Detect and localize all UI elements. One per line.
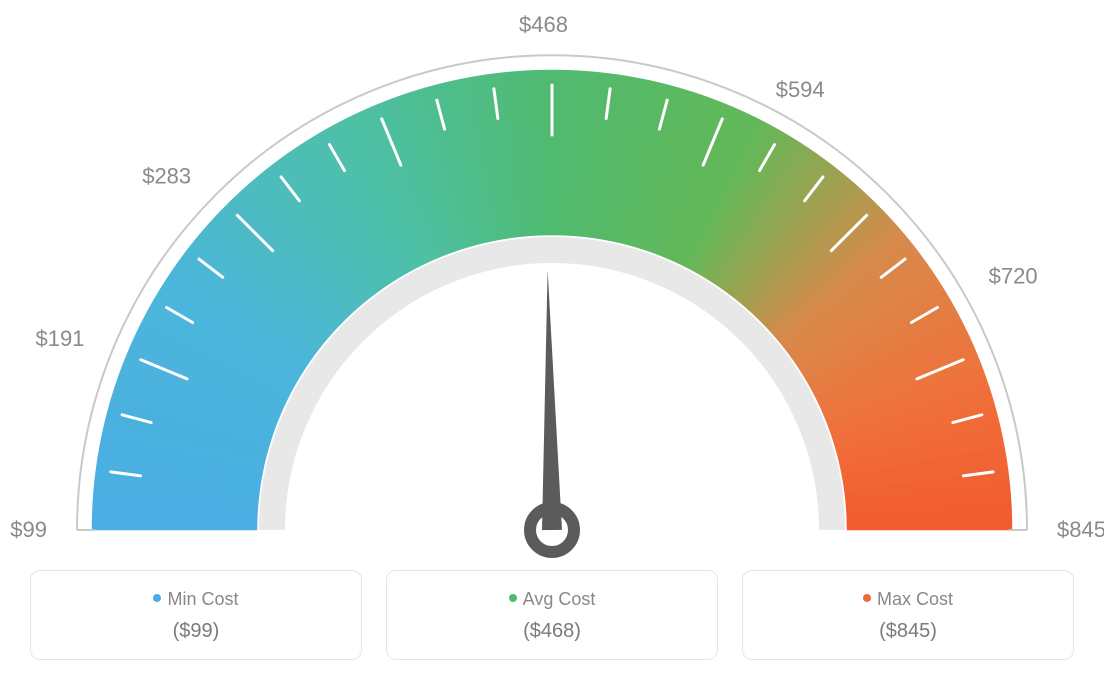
gauge-tick-label: $594 bbox=[776, 77, 825, 102]
legend-value-avg: ($468) bbox=[397, 620, 707, 643]
legend-title-min: Min Cost bbox=[41, 589, 351, 610]
legend-row: Min Cost ($99) Avg Cost ($468) Max Cost … bbox=[0, 570, 1104, 660]
legend-dot-avg bbox=[509, 594, 517, 602]
gauge-tick-label: $845 bbox=[1057, 517, 1104, 542]
legend-label-max: Max Cost bbox=[877, 589, 953, 609]
gauge-needle bbox=[542, 270, 562, 530]
gauge-tick-label: $99 bbox=[10, 517, 47, 542]
gauge-tick-label: $720 bbox=[989, 263, 1038, 288]
legend-dot-min bbox=[153, 594, 161, 602]
gauge-area: $99 $191 $283 $468 $594 $720 $845 bbox=[0, 0, 1104, 560]
cost-gauge-widget: $99 $191 $283 $468 $594 $720 $845 Min Cost ($9… bbox=[0, 0, 1104, 690]
gauge-tick-label: $283 bbox=[142, 164, 191, 189]
legend-dot-max bbox=[863, 594, 871, 602]
gauge-tick-label: $468 bbox=[519, 12, 568, 37]
legend-label-min: Min Cost bbox=[167, 589, 238, 609]
legend-card-avg: Avg Cost ($468) bbox=[386, 570, 718, 660]
gauge-svg: $99 $191 $283 $468 $594 $720 $845 bbox=[0, 0, 1104, 560]
legend-label-avg: Avg Cost bbox=[523, 589, 596, 609]
legend-value-max: ($845) bbox=[753, 620, 1063, 643]
gauge-tick-label: $191 bbox=[35, 326, 84, 351]
legend-title-max: Max Cost bbox=[753, 589, 1063, 610]
legend-value-min: ($99) bbox=[41, 620, 351, 643]
legend-card-min: Min Cost ($99) bbox=[30, 570, 362, 660]
legend-card-max: Max Cost ($845) bbox=[742, 570, 1074, 660]
legend-title-avg: Avg Cost bbox=[397, 589, 707, 610]
